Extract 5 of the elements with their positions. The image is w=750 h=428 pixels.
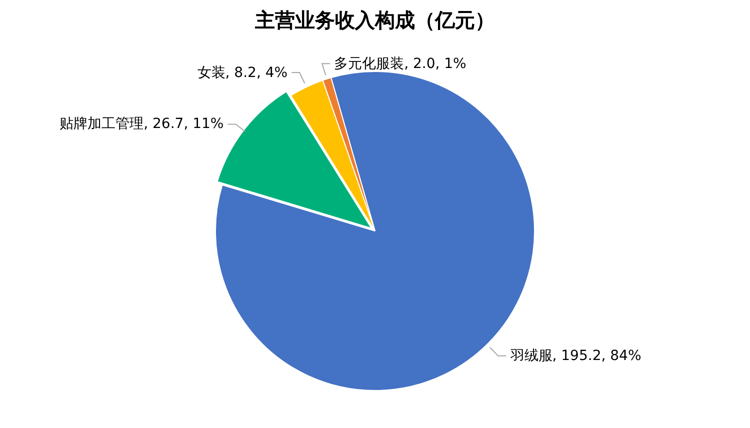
chart-title: 主营业务收入构成（亿元）	[254, 8, 495, 32]
slice-label: 贴牌加工管理, 26.7, 11%	[60, 115, 224, 134]
slice-label: 多元化服装, 2.0, 1%	[334, 54, 466, 74]
slice-label: 女装, 8.2, 4%	[197, 64, 288, 83]
slice-label: 羽绒服, 195.2, 84%	[510, 346, 642, 366]
